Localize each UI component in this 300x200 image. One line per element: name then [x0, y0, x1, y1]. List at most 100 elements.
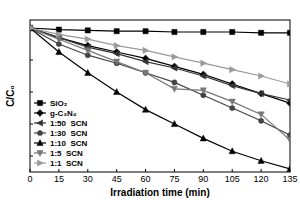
data-point	[259, 73, 265, 79]
x-tick	[174, 169, 175, 172]
series-line	[30, 28, 290, 169]
data-point	[172, 54, 178, 60]
legend-label: 1:10 SCN	[50, 139, 88, 148]
data-point	[258, 90, 264, 96]
x-tick	[87, 169, 88, 172]
data-point	[258, 112, 264, 118]
x-tick-label: 90	[198, 174, 208, 184]
data-point	[258, 90, 265, 97]
series-line	[30, 28, 290, 84]
data-point	[142, 106, 148, 112]
x-tick	[232, 169, 233, 172]
legend-label: 1:50 SCN	[50, 119, 88, 128]
data-point	[114, 89, 120, 95]
data-point	[30, 25, 33, 31]
data-point	[30, 25, 33, 31]
y-tick	[30, 156, 33, 157]
data-point	[172, 29, 177, 34]
y-tick	[30, 92, 33, 93]
data-point	[85, 48, 91, 54]
series-line	[30, 28, 290, 100]
data-point	[30, 25, 33, 30]
data-point	[201, 29, 206, 34]
data-point	[229, 82, 235, 88]
series-line	[30, 28, 290, 135]
data-point	[56, 49, 62, 55]
data-point	[172, 80, 177, 85]
legend-label: g-C₃N₄	[50, 109, 77, 118]
x-tick	[58, 169, 59, 172]
data-point	[142, 70, 148, 76]
legend-marker	[37, 160, 43, 166]
data-point	[259, 118, 264, 123]
x-tick-label: 15	[54, 174, 64, 184]
data-point	[171, 86, 177, 92]
legend-marker	[37, 100, 42, 105]
legend-marker	[37, 130, 42, 135]
data-point	[229, 148, 235, 154]
x-tick-label: 45	[112, 174, 122, 184]
legend: SiO₂g-C₃N₄1:50 SCN1:30 SCN1:10 SCN1:5 SC…	[34, 99, 88, 168]
series-line	[30, 28, 290, 103]
legend-marker	[37, 140, 43, 146]
data-point	[171, 65, 177, 71]
data-point	[114, 29, 119, 34]
data-point	[113, 50, 119, 56]
data-point	[230, 66, 236, 72]
y-tick	[30, 124, 33, 125]
data-point	[143, 70, 148, 75]
data-point	[200, 135, 206, 141]
plot-data	[30, 25, 290, 172]
data-point	[85, 36, 91, 42]
data-point	[259, 30, 264, 35]
x-tick	[145, 169, 146, 172]
x-tick	[30, 169, 31, 172]
x-tick-label: 75	[169, 174, 179, 184]
data-point	[230, 105, 235, 110]
data-point	[114, 42, 120, 48]
data-point	[85, 69, 91, 75]
data-point	[85, 28, 90, 33]
data-point	[142, 58, 148, 64]
data-point	[287, 165, 290, 171]
data-point	[143, 47, 149, 53]
data-point	[30, 25, 33, 30]
legend-marker	[37, 120, 43, 126]
legend-marker	[37, 110, 44, 117]
x-tick-label: 105	[225, 174, 240, 184]
legend-label: SiO₂	[50, 99, 68, 108]
chart: 0 15 30 45 60 75 90 105 120 135 Irradiation time (…	[0, 0, 300, 200]
x-tick	[203, 169, 204, 172]
x-axis-title: Irradiation time (min)	[110, 187, 209, 198]
x-tick-label: 120	[254, 174, 269, 184]
data-point	[200, 88, 206, 94]
x-tick-label: 0	[27, 174, 32, 184]
x-tick	[261, 169, 262, 172]
data-point	[56, 31, 62, 37]
x-tick-label: 30	[83, 174, 93, 184]
y-axis-title: C/C₀	[5, 85, 16, 107]
data-point	[143, 29, 148, 34]
data-point	[201, 60, 207, 66]
x-tick-label: 60	[141, 174, 151, 184]
x-tick-label: 135	[282, 174, 297, 184]
series-line	[30, 28, 290, 140]
data-point	[287, 133, 290, 138]
y-tick	[30, 60, 33, 61]
legend-marker	[37, 150, 43, 156]
legend-label: 1:30 SCN	[50, 129, 88, 138]
data-point	[229, 99, 235, 105]
data-point	[30, 25, 33, 31]
plot-frame	[30, 20, 290, 172]
data-point	[30, 25, 33, 32]
data-point	[287, 137, 290, 143]
data-point	[287, 81, 290, 87]
x-tick	[116, 169, 117, 172]
data-point	[230, 29, 235, 34]
data-point	[171, 121, 177, 127]
data-point	[258, 157, 264, 163]
data-point	[114, 59, 120, 65]
legend-label: 1:5 SCN	[50, 149, 83, 158]
data-point	[287, 97, 290, 103]
data-point	[30, 25, 33, 31]
